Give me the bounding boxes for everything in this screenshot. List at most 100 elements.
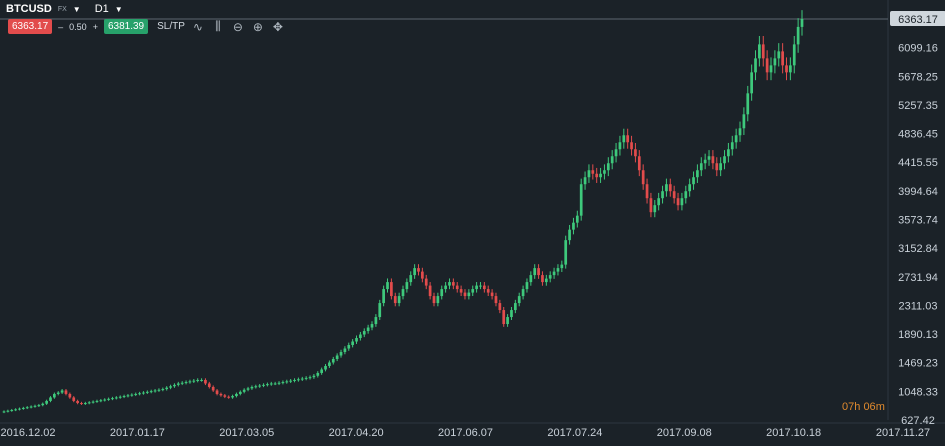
candle-body <box>378 303 382 318</box>
candle-body <box>699 163 703 171</box>
candle-body <box>444 285 447 290</box>
candle-body <box>696 170 699 178</box>
candle-body <box>579 184 583 216</box>
y-tick-label: 5678.25 <box>898 71 938 83</box>
candle-body <box>684 191 688 199</box>
candle-body <box>285 381 289 383</box>
x-tick-label: 2017.09.08 <box>657 427 712 439</box>
candle-body <box>610 156 614 164</box>
candle-body <box>250 386 254 389</box>
candle-body <box>455 285 459 290</box>
countdown-hours: 07 <box>842 401 855 413</box>
candle-body <box>196 379 200 381</box>
candle-body <box>665 184 668 192</box>
candle-body <box>320 369 324 373</box>
candle-body <box>289 380 293 382</box>
y-tick-label: 627.42 <box>901 415 935 427</box>
candle-body <box>680 198 684 206</box>
sell-button[interactable]: 6363.17 <box>8 19 53 34</box>
timeframe-selector[interactable]: D1 <box>94 3 109 15</box>
y-tick-label: 6363.17 <box>898 14 938 26</box>
candle-body <box>173 384 176 387</box>
candle-body <box>544 278 548 283</box>
candle-body <box>513 303 517 311</box>
candle-body <box>471 289 475 293</box>
candle-body <box>618 142 622 150</box>
buy-button[interactable]: 6381.39 <box>103 19 149 34</box>
candle-body <box>715 163 719 171</box>
candle-body <box>157 389 161 391</box>
candle-body <box>351 341 354 346</box>
candle-body <box>145 391 149 393</box>
x-tick-label: 2017.07.24 <box>547 427 602 439</box>
symbol-dropdown-icon[interactable]: ▼ <box>72 4 81 14</box>
candle-body <box>359 334 362 339</box>
candle-body <box>475 285 478 290</box>
candle-body <box>432 296 436 304</box>
candle-body <box>258 385 262 387</box>
candle-body <box>452 282 455 286</box>
spread-minus[interactable]: – <box>58 21 64 32</box>
zoom-out-icon[interactable]: ⊖ <box>232 19 243 34</box>
candle-body <box>792 44 796 66</box>
x-tick-label: 2017.01.17 <box>110 427 165 439</box>
candle-body <box>76 400 79 404</box>
candle-body <box>529 275 533 283</box>
candle-body <box>637 156 641 171</box>
candle-body <box>149 391 153 393</box>
symbol-name[interactable]: BTCUSD <box>6 3 52 15</box>
sltp-button[interactable]: SL/TP <box>157 21 185 32</box>
candle-body <box>223 395 227 397</box>
candle-body <box>711 156 715 164</box>
candle-body <box>188 381 192 383</box>
candle-body <box>269 383 273 385</box>
candle-body <box>22 407 25 409</box>
last-price-badge <box>890 11 945 26</box>
candle-body <box>204 379 207 384</box>
candle-body <box>424 278 428 286</box>
y-tick-label: 6099.16 <box>898 43 938 55</box>
candle-body <box>428 285 432 297</box>
candle-body <box>316 372 320 376</box>
spread-plus[interactable]: + <box>92 21 98 32</box>
candle-body <box>87 402 91 404</box>
candle-body <box>153 390 157 392</box>
candle-body <box>312 375 316 378</box>
candle-body <box>789 65 792 73</box>
candle-body <box>386 282 389 290</box>
y-tick-label: 1469.23 <box>898 358 938 370</box>
candle-body <box>211 386 215 391</box>
candle-body <box>742 114 746 129</box>
candle-body <box>421 271 424 279</box>
candle-body <box>370 324 374 328</box>
candle-body <box>754 58 757 73</box>
candle-body <box>494 296 498 304</box>
zoom-in-icon[interactable]: ⊕ <box>252 19 263 34</box>
candle-body <box>169 386 172 388</box>
crosshair-icon[interactable]: ✥ <box>272 19 283 34</box>
candle-body <box>142 392 145 394</box>
candle-body <box>486 289 490 293</box>
y-tick-label: 4836.45 <box>898 129 938 141</box>
candle-body <box>560 264 564 269</box>
candle-body <box>308 377 312 379</box>
candle-body <box>304 377 308 379</box>
candle-body <box>18 408 21 410</box>
candle-body <box>498 303 502 311</box>
candle-body <box>2 411 6 413</box>
candle-body <box>719 163 723 171</box>
candle-body <box>738 128 742 136</box>
y-tick-label: 1048.33 <box>898 386 938 398</box>
indicators-icon[interactable]: ⫼ <box>215 19 221 33</box>
candle-body <box>227 396 231 398</box>
timeframe-dropdown-icon[interactable]: ▼ <box>114 4 123 14</box>
candle-body <box>83 403 87 405</box>
candle-body <box>672 191 676 199</box>
chart-type-icon[interactable]: ∿ <box>192 19 203 34</box>
candle-body <box>33 405 37 407</box>
spread-value: 0.50 <box>69 21 87 32</box>
candle-body <box>207 383 211 387</box>
candle-body <box>273 383 277 385</box>
candle-body <box>130 394 134 396</box>
